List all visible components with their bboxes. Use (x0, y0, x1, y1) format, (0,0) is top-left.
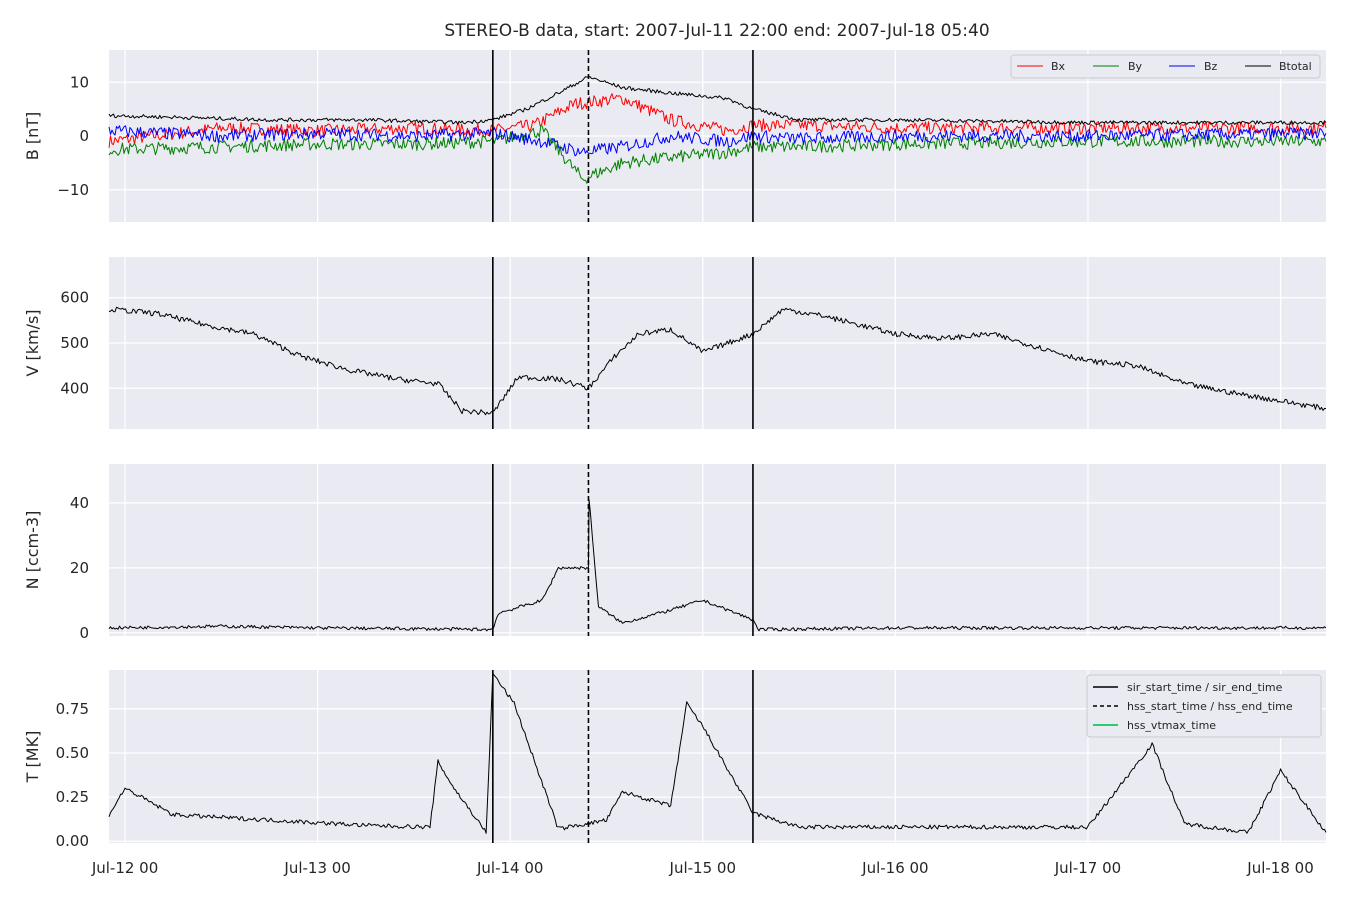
x-tick-labels: Jul-12 00 Jul-13 00 Jul-14 00 Jul-15 00 Jul-… (91, 859, 1314, 877)
x-tick-label: Jul-14 00 (476, 859, 543, 877)
panel-1: −10 0 10 B [nT] (23, 50, 1327, 222)
x-tick-label: Jul-18 00 (1246, 859, 1313, 877)
legend-label-sir: sir_start_time / sir_end_time (1127, 681, 1283, 694)
series-bz (108, 125, 1327, 157)
y-tick-label: 0 (79, 624, 89, 642)
series-t (108, 673, 1327, 834)
y-tick-label: 0.75 (56, 700, 89, 718)
series-btotal (108, 76, 1327, 125)
y-tick-label: 600 (60, 289, 89, 307)
panel-2: 400 500 600 V [km/s] (23, 257, 1327, 429)
x-tick-label: Jul-12 00 (91, 859, 158, 877)
series-v (108, 306, 1327, 416)
series-bx (108, 93, 1327, 148)
y-tick-label: 400 (60, 379, 89, 397)
series-n (108, 499, 1327, 632)
x-tick-label: Jul-13 00 (283, 859, 350, 877)
y-tick-label: 10 (70, 73, 89, 91)
x-tick-label: Jul-15 00 (669, 859, 736, 877)
series-by (108, 125, 1327, 184)
x-tick-label: Jul-17 00 (1054, 859, 1121, 877)
legend-b: Bx By Bz Btotal (1010, 54, 1321, 79)
panels: −10 0 10 B [nT] 400 500 600 V [km/s] 0 20 40 N [ccm… (23, 50, 1327, 850)
chart-title: STEREO-B data, start: 2007-Jul-11 22:00 … (444, 21, 989, 41)
y-tick-label: −10 (57, 181, 89, 199)
panel-3: 0 20 40 N [ccm-3] (23, 464, 1327, 642)
legend-label-by: By (1128, 60, 1143, 73)
legend-label-vtmax: hss_vtmax_time (1127, 719, 1216, 732)
legend-t: sir_start_time / sir_end_time hss_start_… (1086, 674, 1322, 738)
y-tick-label: 0.00 (56, 832, 89, 850)
legend-label-bx: Bx (1051, 60, 1066, 73)
legend-label-hss: hss_start_time / hss_end_time (1127, 700, 1293, 713)
legend-label-bz: Bz (1204, 60, 1218, 73)
y-tick-label: 500 (60, 334, 89, 352)
y-axis-label: T [MK] (23, 731, 42, 784)
y-axis-label: V [km/s] (23, 309, 42, 376)
x-tick-label: Jul-16 00 (861, 859, 928, 877)
panel-background (109, 464, 1326, 636)
y-tick-label: 40 (70, 494, 89, 512)
y-tick-label: 0.25 (56, 788, 89, 806)
legend-label-btotal: Btotal (1279, 60, 1312, 73)
y-tick-label: 0 (79, 127, 89, 145)
y-tick-label: 20 (70, 559, 89, 577)
legend-t-frame (1086, 674, 1322, 738)
y-tick-label: 0.50 (56, 744, 89, 762)
y-axis-label: B [nT] (23, 112, 42, 160)
y-axis-label: N [ccm-3] (23, 511, 42, 590)
legend-b-frame (1010, 54, 1321, 79)
